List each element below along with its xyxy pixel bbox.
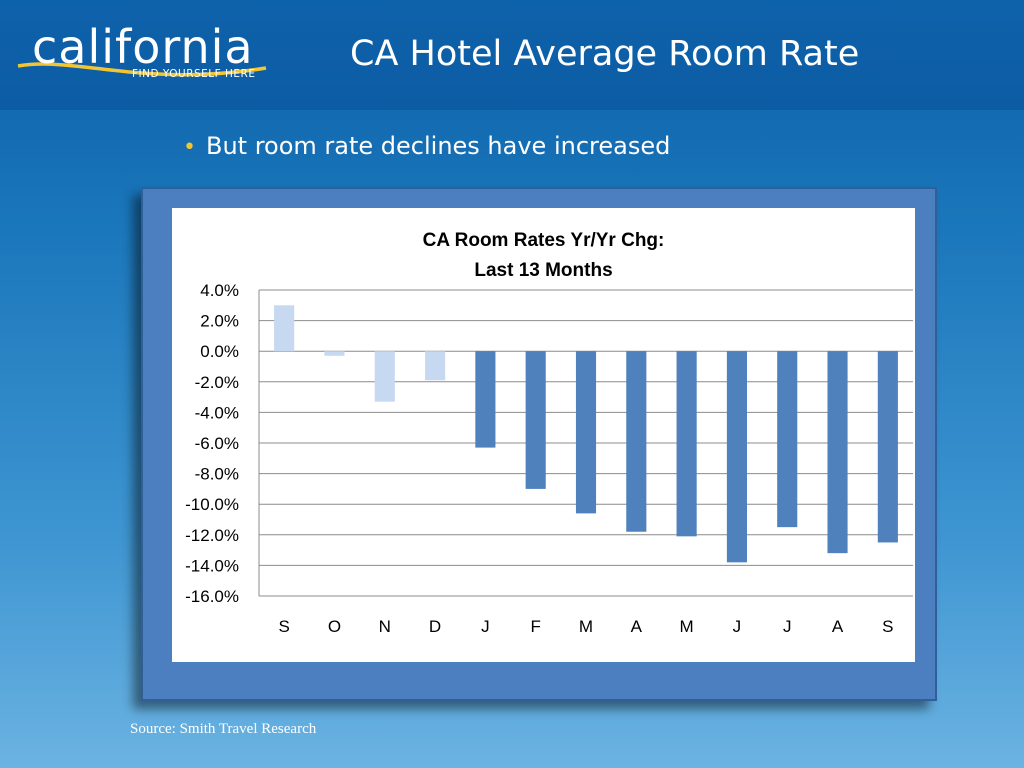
x-tick-label: O bbox=[328, 617, 341, 636]
y-tick-label: -4.0% bbox=[195, 403, 239, 422]
y-tick-label: -12.0% bbox=[185, 526, 239, 545]
bar-5 bbox=[525, 351, 546, 489]
bar-8 bbox=[676, 351, 697, 537]
x-tick-label: F bbox=[530, 617, 540, 636]
chart-title-line-2: Last 13 Months bbox=[474, 260, 613, 281]
y-axis-labels: 4.0% 2.0% 0.0% -2.0% -4.0% -6.0% -8.0% -10.0% -1… bbox=[185, 281, 239, 606]
x-tick-label: A bbox=[832, 617, 844, 636]
bar-12 bbox=[877, 351, 898, 543]
source-note: Source: Smith Travel Research bbox=[130, 721, 317, 737]
header-band bbox=[0, 0, 1024, 110]
bar-9 bbox=[726, 351, 747, 563]
x-tick-label: D bbox=[429, 617, 441, 636]
y-tick-label: -14.0% bbox=[185, 556, 239, 575]
x-tick-label: A bbox=[631, 617, 643, 636]
x-tick-label: S bbox=[882, 617, 893, 636]
logo-wordmark: california bbox=[32, 20, 254, 74]
y-tick-label: -6.0% bbox=[195, 434, 239, 453]
y-tick-label: 4.0% bbox=[200, 281, 239, 300]
bar-3 bbox=[425, 351, 446, 381]
chart-title-line-1: CA Room Rates Yr/Yr Chg: bbox=[422, 230, 665, 251]
california-logo: california FIND YOURSELF HERE bbox=[14, 18, 274, 90]
bullet-point: • But room rate declines have increased bbox=[183, 132, 670, 160]
bullet-text: But room rate declines have increased bbox=[205, 132, 671, 160]
slide-title: CA Hotel Average Room Rate bbox=[350, 34, 860, 74]
y-tick-label: 0.0% bbox=[200, 342, 239, 361]
bars bbox=[274, 305, 898, 563]
y-tick-label: -16.0% bbox=[185, 587, 239, 606]
logo-swoosh-icon bbox=[17, 62, 267, 77]
x-tick-label: M bbox=[579, 617, 593, 636]
y-tick-label: 2.0% bbox=[200, 312, 239, 331]
bar-2 bbox=[374, 351, 395, 402]
bar-chart: 4.0% 2.0% 0.0% -2.0% -4.0% -6.0% -8.0% -10.0% -1… bbox=[185, 281, 913, 636]
bar-0 bbox=[274, 305, 295, 352]
x-tick-label: J bbox=[783, 617, 792, 636]
bar-10 bbox=[777, 351, 798, 528]
bar-4 bbox=[475, 351, 496, 448]
logo-tagline: FIND YOURSELF HERE bbox=[132, 68, 256, 80]
chart-title: CA Room Rates Yr/Yr Chg: Last 13 Months bbox=[172, 226, 915, 286]
x-tick-label: M bbox=[680, 617, 694, 636]
bullet-dot-icon: • bbox=[183, 135, 196, 160]
y-tick-label: -10.0% bbox=[185, 495, 239, 514]
chart-panel: CA Room Rates Yr/Yr Chg: Last 13 Months … bbox=[172, 208, 915, 662]
bar-11 bbox=[827, 351, 848, 554]
bar-1 bbox=[324, 351, 345, 356]
y-tick-label: -2.0% bbox=[195, 373, 239, 392]
x-tick-label: J bbox=[733, 617, 742, 636]
x-tick-label: J bbox=[481, 617, 490, 636]
bar-6 bbox=[575, 351, 597, 514]
x-tick-label: S bbox=[278, 617, 289, 636]
x-tick-label: N bbox=[379, 617, 391, 636]
y-tick-label: -8.0% bbox=[195, 465, 239, 484]
bar-7 bbox=[626, 351, 647, 532]
